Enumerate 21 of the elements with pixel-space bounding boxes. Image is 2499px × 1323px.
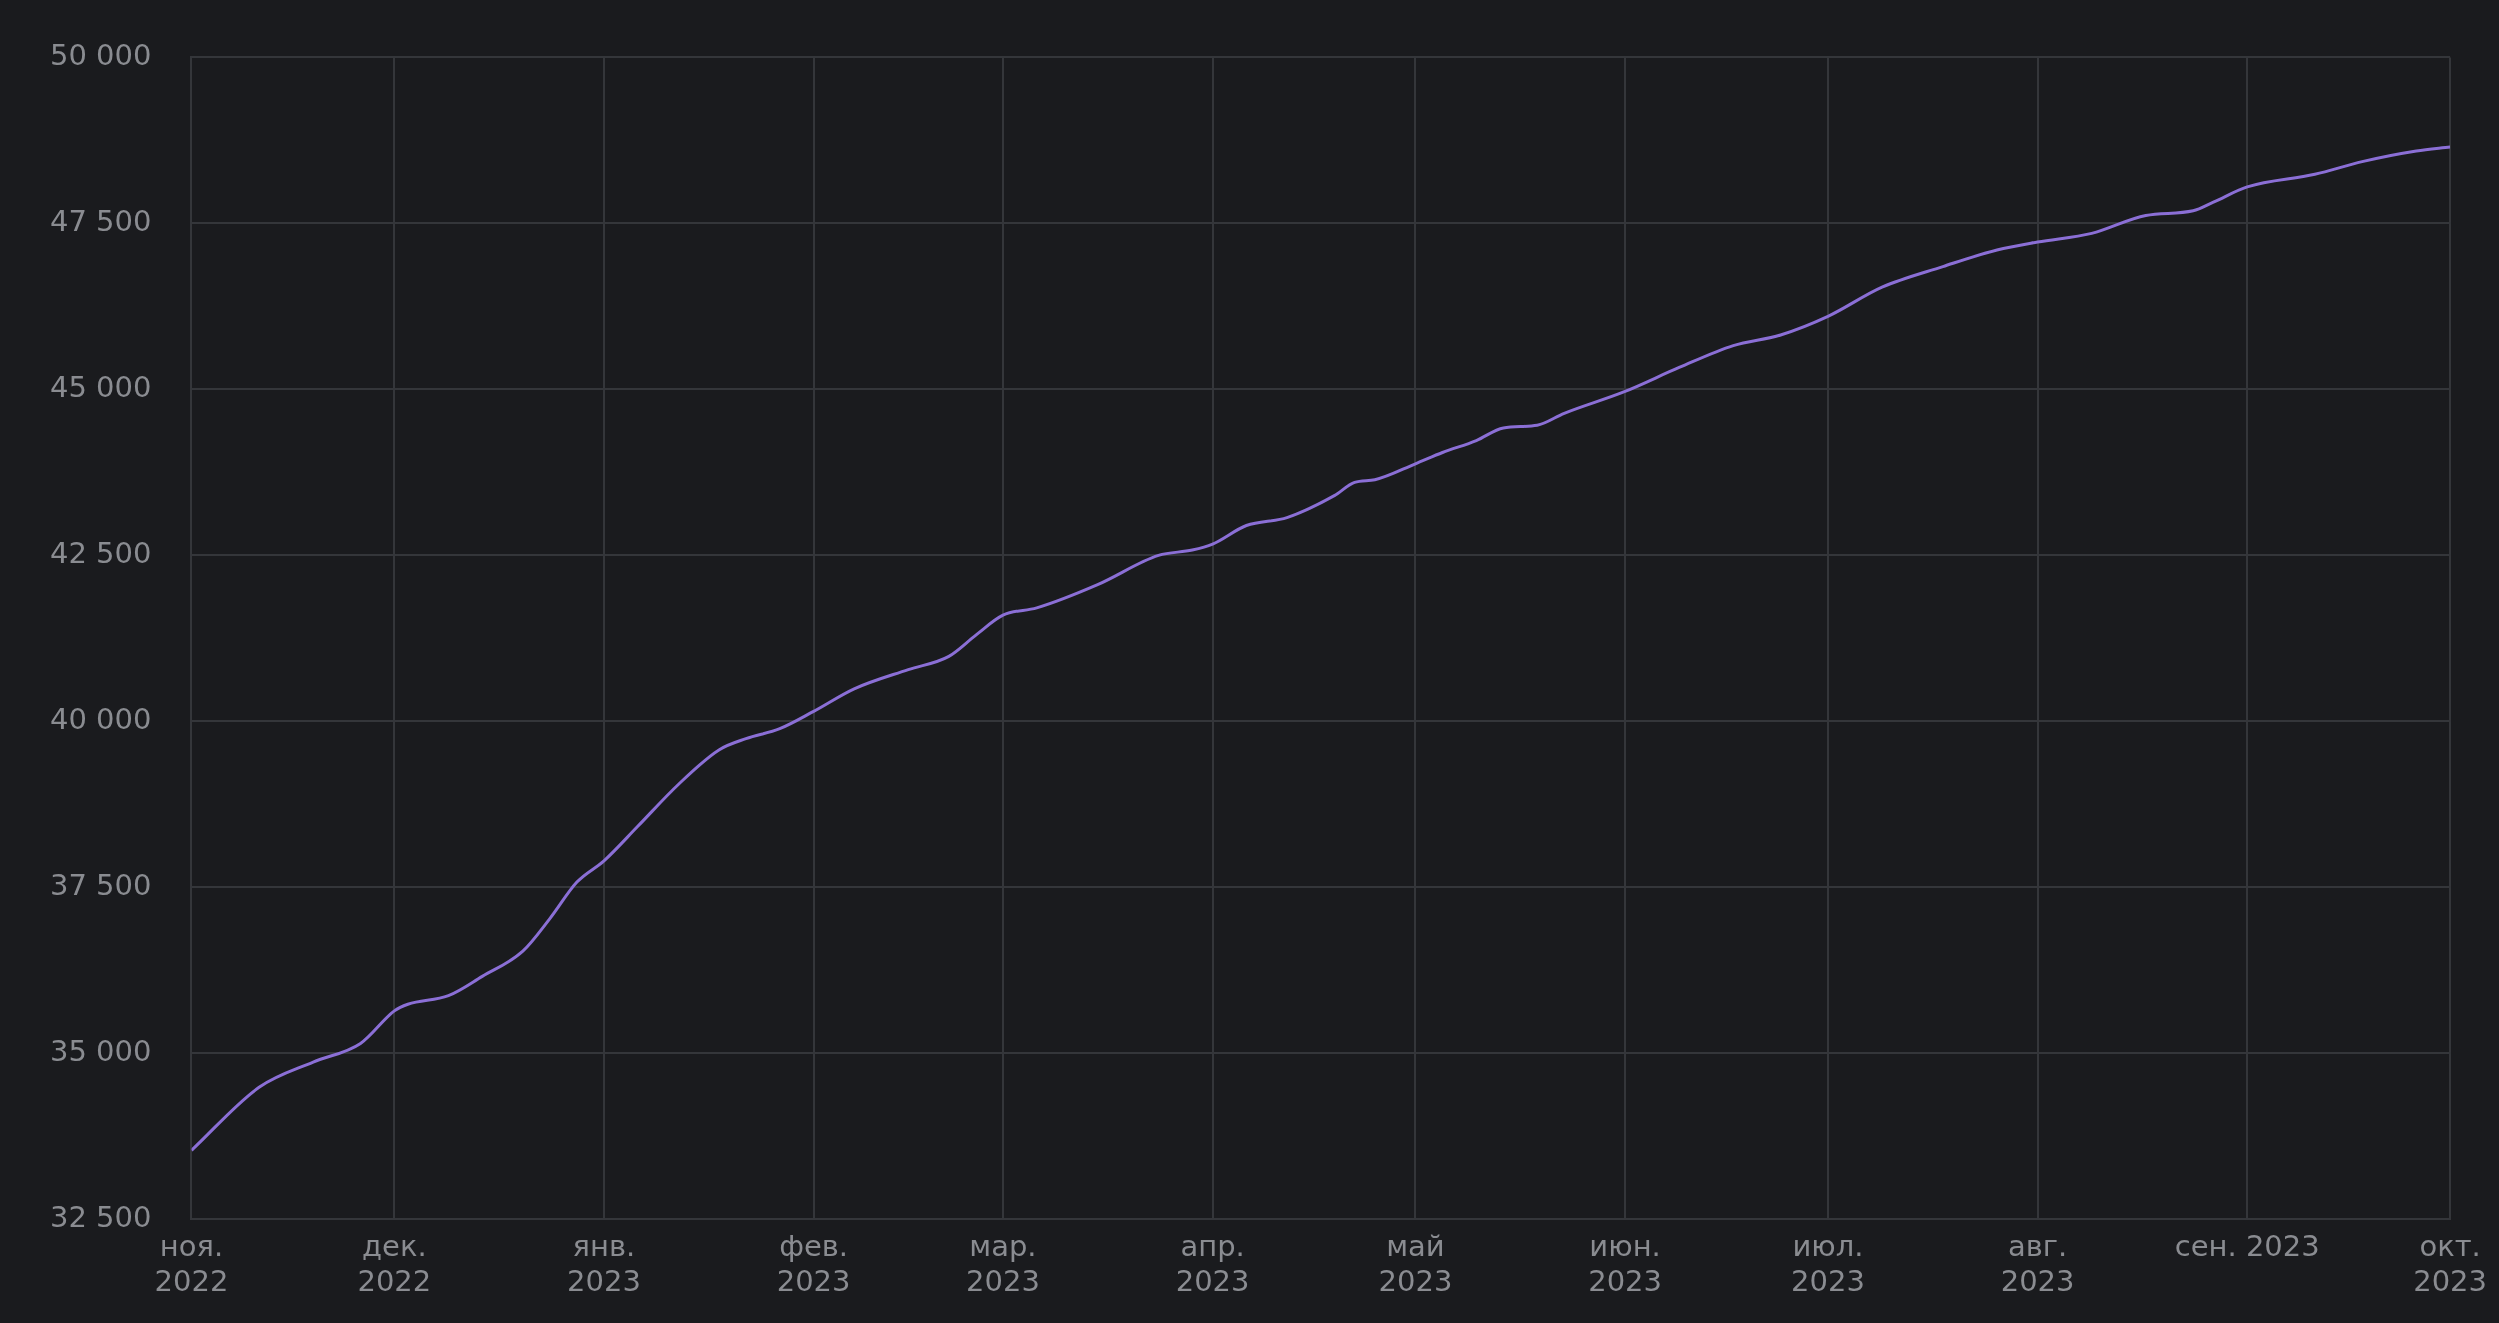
x-tick-label: июн. 2023 <box>1588 1229 1662 1299</box>
y-tick-label: 40 000 <box>49 701 152 736</box>
x-tick-label: янв. 2023 <box>567 1229 641 1299</box>
x-tick-label: июл. 2023 <box>1791 1229 1865 1299</box>
y-tick-label: 47 500 <box>49 203 152 238</box>
x-tick-label: фев. 2023 <box>776 1229 851 1299</box>
y-tick-label: 37 500 <box>49 867 152 902</box>
y-tick-label: 45 000 <box>49 369 152 404</box>
y-tick-label: 35 000 <box>49 1033 152 1068</box>
y-tick-label: 50 000 <box>49 37 152 72</box>
y-tick-label: 32 500 <box>49 1199 152 1234</box>
x-tick-label: сен. 2023 <box>2174 1229 2320 1264</box>
x-tick-label: мар. 2023 <box>966 1229 1040 1299</box>
x-tick-label: апр. 2023 <box>1175 1229 1250 1299</box>
x-tick-label: май 2023 <box>1378 1229 1453 1299</box>
x-tick-label: ноя. 2022 <box>154 1229 229 1299</box>
line-series <box>191 145 2451 1152</box>
x-tick-label: окт. 2023 <box>2413 1229 2487 1299</box>
y-tick-label: 42 500 <box>49 535 152 570</box>
x-tick-label: авг. 2023 <box>2000 1229 2075 1299</box>
x-tick-label: дек. 2022 <box>357 1229 432 1299</box>
